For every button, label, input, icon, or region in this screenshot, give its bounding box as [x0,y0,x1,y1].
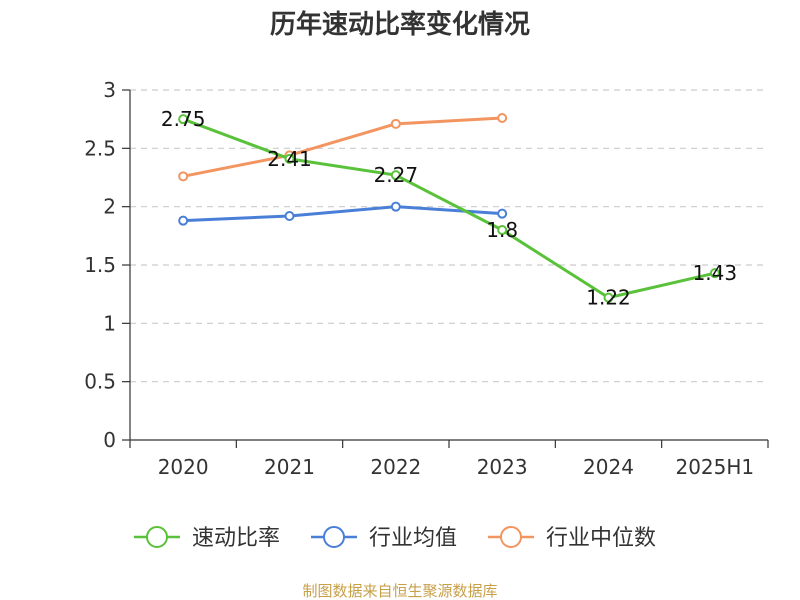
x-tick-label: 2021 [264,455,315,479]
data-point [497,225,508,235]
data-labels: 2.75 2.41 2.27 1.8 1.22 1.43 [161,107,738,310]
data-label: 1.43 [693,261,738,285]
x-tick-label: 2023 [477,455,528,479]
y-tick-label: 2 [103,195,116,219]
x-tick-label: 2024 [583,455,634,479]
chart-title: 历年速动比率变化情况 [270,9,530,40]
series-line [182,117,716,300]
series [178,113,720,303]
data-label: 1.22 [586,286,631,310]
data-point [497,113,508,123]
legend-item-1[interactable]: 行业均值 [311,526,457,551]
legend-label: 行业均值 [369,526,457,551]
legend-marker-icon [146,526,168,548]
series-1 [178,201,508,226]
x-tick-label: 2020 [158,455,209,479]
y-tick-label: 1.5 [84,253,116,277]
series-line [182,116,503,178]
series-0 [178,114,720,303]
data-label: 2.41 [267,147,312,171]
y-tick-label: 3 [103,78,116,102]
series-line [183,205,503,223]
x-tick-label: 2022 [370,455,421,479]
legend-label: 速动比率 [192,526,280,551]
source-note: 制图数据来自恒生聚源数据库 [302,582,497,600]
y-tick-label: 2.5 [84,136,116,160]
axes: 0 0.5 1 1.5 2 2.5 3 2020 2021 2022 2023 2024 2025H1 [84,78,769,479]
data-point [178,114,189,125]
y-tick-label: 1 [103,311,116,335]
data-point [603,292,614,303]
data-point [284,153,295,164]
x-tick-label: 2025H1 [675,455,754,479]
data-point [497,208,508,219]
grid [130,89,768,383]
data-point [178,215,189,226]
legend-marker-icon [500,526,522,548]
data-label: 2.27 [374,163,419,187]
data-point [390,201,401,212]
data-label: 2.75 [161,107,206,131]
legend-item-0[interactable]: 速动比率 [134,526,280,551]
data-point [390,118,401,129]
legend-label: 行业中位数 [546,526,656,551]
legend-item-2[interactable]: 行业中位数 [488,526,656,551]
y-tick-label: 0 [103,428,116,452]
legend[interactable]: 速动比率 行业均值 行业中位数 [134,526,656,551]
data-point [390,170,401,181]
series-2 [178,113,508,182]
y-tick-label: 0.5 [84,370,116,394]
data-point [284,211,295,221]
data-label: 1.8 [486,218,518,242]
data-point [178,171,189,182]
legend-marker-icon [323,526,345,548]
data-point [709,268,720,279]
